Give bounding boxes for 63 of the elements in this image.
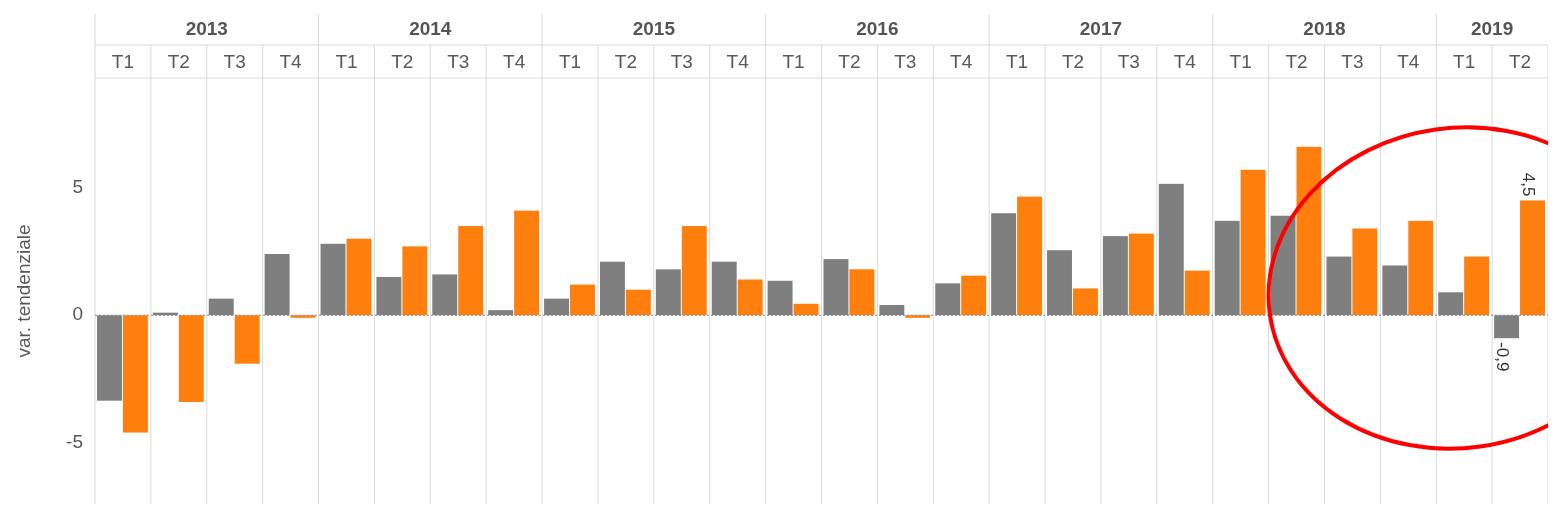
bar bbox=[458, 225, 484, 316]
x-tick-label: T2 bbox=[1508, 51, 1532, 72]
x-tick-label: T1 bbox=[558, 51, 582, 72]
bar bbox=[1072, 288, 1098, 316]
bar bbox=[625, 289, 651, 316]
x-tick-label: T2 bbox=[614, 51, 637, 72]
x-tick-label: T4 bbox=[503, 51, 526, 72]
bar bbox=[234, 315, 260, 364]
x-tick-label: T1 bbox=[1006, 51, 1029, 72]
x-tick-label: T1 bbox=[1453, 51, 1476, 72]
bar bbox=[1017, 196, 1043, 316]
bar bbox=[681, 225, 707, 316]
bar bbox=[178, 315, 204, 402]
bar bbox=[737, 279, 763, 316]
bar bbox=[1128, 233, 1154, 316]
bar bbox=[402, 246, 428, 316]
text: 2015 bbox=[632, 18, 676, 39]
x-tick-label: T4 bbox=[1173, 51, 1197, 72]
x-tick-label: T3 bbox=[223, 51, 246, 72]
bar bbox=[849, 269, 875, 316]
bar bbox=[1352, 228, 1378, 316]
data-label: -0,9 bbox=[1492, 342, 1512, 372]
text: 2014 bbox=[409, 18, 452, 39]
x-tick-label: T2 bbox=[391, 51, 414, 72]
y-axis-title: var. tendenziale bbox=[13, 224, 34, 358]
x-tick-label: T1 bbox=[782, 51, 805, 72]
bar bbox=[1520, 200, 1545, 316]
x-tick-label: T1 bbox=[111, 51, 135, 72]
x-tick-label: T4 bbox=[1397, 51, 1420, 72]
y-tick-label: 0 bbox=[72, 303, 83, 325]
bar bbox=[1184, 270, 1210, 316]
bar bbox=[1296, 146, 1322, 316]
bar bbox=[346, 238, 372, 316]
text: 2013 bbox=[185, 18, 228, 39]
x-tick-label: T1 bbox=[335, 51, 358, 72]
text: 2019 bbox=[1470, 18, 1514, 39]
bar bbox=[570, 284, 595, 316]
y-tick-label: -5 bbox=[66, 430, 83, 452]
bar bbox=[961, 275, 987, 316]
text: 2016 bbox=[856, 18, 899, 39]
x-tick-label: T4 bbox=[726, 51, 750, 72]
text: 2017 bbox=[1079, 18, 1123, 39]
x-tick-label: T4 bbox=[950, 51, 973, 72]
x-tick-label: T2 bbox=[1285, 51, 1308, 72]
x-tick-label: T3 bbox=[1341, 51, 1364, 72]
bar bbox=[1240, 169, 1266, 316]
bar bbox=[793, 303, 819, 316]
x-tick-label: T2 bbox=[1061, 51, 1085, 72]
bar bbox=[1464, 256, 1490, 316]
bar bbox=[122, 315, 148, 433]
x-tick-label: T3 bbox=[447, 51, 470, 72]
bar bbox=[514, 210, 540, 316]
text: 2018 bbox=[1303, 18, 1346, 39]
data-label: 4,5 bbox=[1518, 172, 1538, 197]
y-tick-label: 5 bbox=[72, 175, 83, 197]
x-tick-label: T2 bbox=[838, 51, 861, 72]
x-tick-label: T3 bbox=[894, 51, 917, 72]
x-tick-label: T3 bbox=[670, 51, 693, 72]
x-tick-label: T3 bbox=[1117, 51, 1140, 72]
bar bbox=[1408, 220, 1434, 316]
x-tick-label: T4 bbox=[279, 51, 303, 72]
x-tick-label: T2 bbox=[167, 51, 190, 72]
x-tick-label: T1 bbox=[1229, 51, 1252, 72]
